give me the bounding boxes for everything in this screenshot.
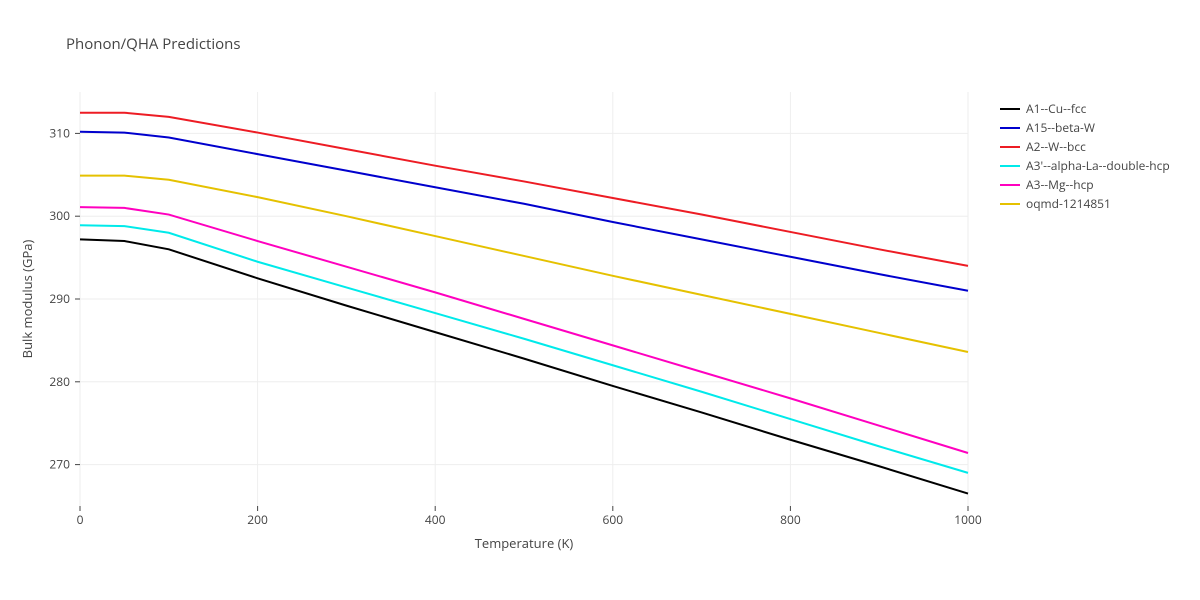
y-tick-label: 280 (49, 373, 70, 390)
legend-label: A2--W--bcc (1026, 138, 1086, 155)
x-tick-label: 400 (425, 511, 446, 528)
legend-item[interactable]: A3--Mg--hcp (1000, 176, 1094, 193)
series-line (80, 132, 968, 291)
legend-item[interactable]: oqmd-1214851 (1000, 195, 1111, 212)
legend-swatch (1000, 165, 1020, 167)
series-line (80, 225, 968, 473)
legend-label: A15--beta-W (1026, 119, 1095, 136)
x-axis-title: Temperature (K) (475, 534, 574, 552)
legend-swatch (1000, 203, 1020, 205)
legend-swatch (1000, 184, 1020, 186)
series-line (80, 239, 968, 493)
x-tick-label: 600 (603, 511, 624, 528)
legend-item[interactable]: A2--W--bcc (1000, 138, 1086, 155)
legend-swatch (1000, 127, 1020, 129)
x-tick-label: 1000 (954, 511, 982, 528)
chart-title: Phonon/QHA Predictions (66, 34, 241, 54)
legend-label: A3'--alpha-La--double-hcp (1026, 157, 1170, 174)
x-tick-label: 200 (247, 511, 268, 528)
legend-item[interactable]: A15--beta-W (1000, 119, 1095, 136)
legend-label: A3--Mg--hcp (1026, 176, 1094, 193)
x-tick-label: 800 (780, 511, 801, 528)
legend-swatch (1000, 146, 1020, 148)
y-axis-title: Bulk modulus (GPa) (18, 240, 36, 359)
legend-swatch (1000, 108, 1020, 110)
y-tick-label: 290 (49, 290, 70, 307)
chart-plot: 0 200 400 600 800 1000 270 280 290 300 310 Temperat… (0, 0, 1200, 600)
y-tick-label: 310 (49, 124, 70, 141)
legend-item[interactable]: A1--Cu--fcc (1000, 100, 1086, 117)
x-tick-label: 0 (77, 511, 84, 528)
y-tick-label: 300 (49, 207, 70, 224)
series-line (80, 207, 968, 453)
y-tick-label: 270 (49, 456, 70, 473)
legend-item[interactable]: A3'--alpha-La--double-hcp (1000, 157, 1170, 174)
legend-label: oqmd-1214851 (1026, 195, 1111, 212)
legend-label: A1--Cu--fcc (1026, 100, 1086, 117)
